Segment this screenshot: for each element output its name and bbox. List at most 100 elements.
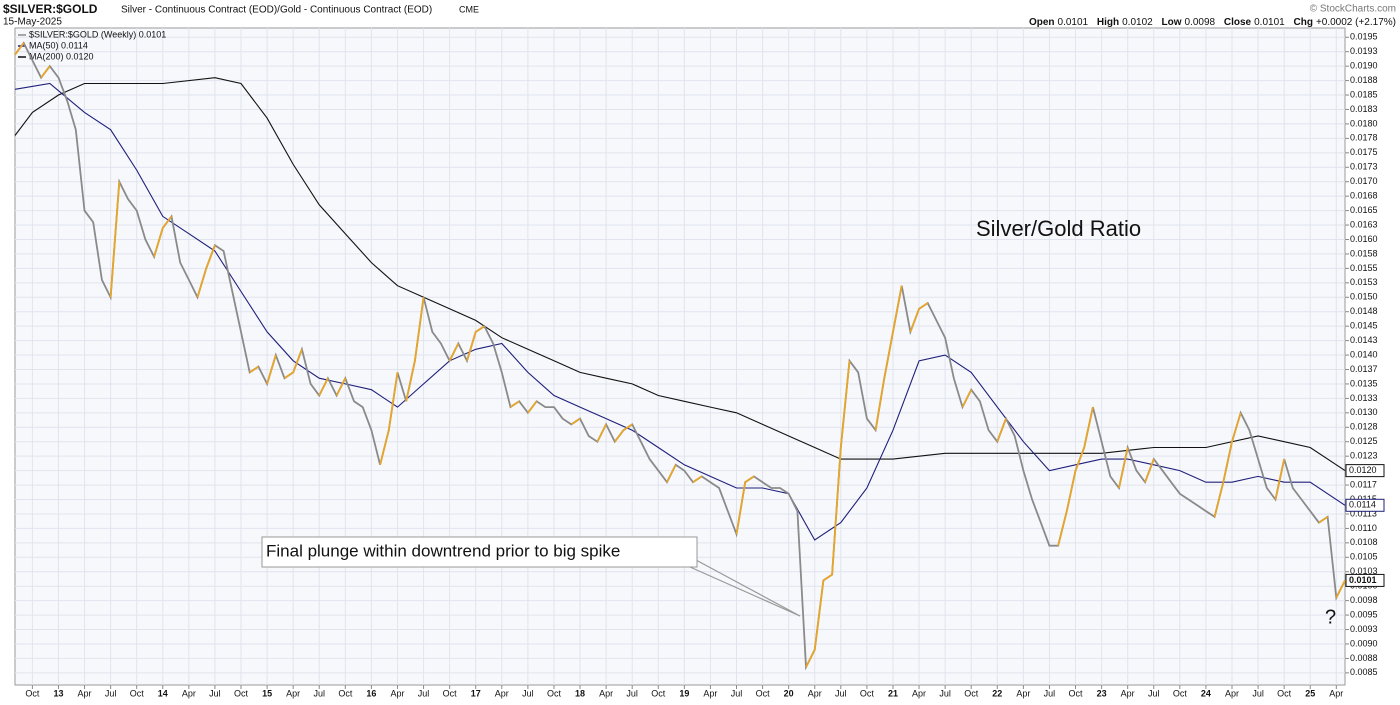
callout-pointer xyxy=(689,566,801,617)
last-value-box xyxy=(1345,573,1385,587)
up-segment xyxy=(735,482,747,535)
ticks: 0.0195 0.0193 0.0190 0.0188 0.0185 0.0183 0.01… xyxy=(18,29,1385,698)
up-segment xyxy=(509,400,520,408)
legend-label: MA(50) 0.0114 xyxy=(29,40,88,50)
y-tick-label: 0.0175 xyxy=(1350,147,1378,157)
up-segment xyxy=(1231,412,1242,442)
x-tick-label: Jul xyxy=(1148,688,1160,698)
x-tick-label: 15 xyxy=(262,688,272,698)
x-tick-label: 17 xyxy=(471,688,481,698)
up-segment xyxy=(1118,447,1129,489)
up-segment xyxy=(1222,441,1233,483)
up-segment xyxy=(283,371,294,379)
y-tick-label: 0.0140 xyxy=(1350,349,1378,359)
ohlc-value: 0.0098 xyxy=(1185,17,1216,28)
ohlc-value: 0.0102 xyxy=(1122,17,1153,28)
up-segment xyxy=(205,244,216,269)
y-tick-label: 0.0130 xyxy=(1350,407,1378,417)
y-tick-label: 0.0093 xyxy=(1350,624,1378,634)
symbol: $SILVER:$GOLD xyxy=(3,2,98,16)
up-segment xyxy=(692,475,703,483)
up-segment xyxy=(335,377,347,396)
y-tick-label: 0.0188 xyxy=(1350,75,1378,85)
y-tick-label: 0.0123 xyxy=(1350,451,1378,461)
x-tick-label: Apr xyxy=(286,688,300,698)
y-tick-label: 0.0173 xyxy=(1350,162,1378,172)
up-segment xyxy=(162,215,173,229)
y-tick-label: 0.0158 xyxy=(1350,248,1378,258)
x-tick-label: Jul xyxy=(209,688,221,698)
up-segment xyxy=(1065,470,1077,512)
x-tick-label: Apr xyxy=(1225,688,1239,698)
up-segment xyxy=(805,649,816,668)
callout-box xyxy=(261,536,698,568)
y-tick-label: 0.0150 xyxy=(1350,292,1378,302)
legend-label: $SILVER:$GOLD (Weekly) 0.0101 xyxy=(29,29,166,39)
x-tick-label: Apr xyxy=(390,688,404,698)
x-tick-label: Oct xyxy=(860,688,875,698)
y-tick-label: 0.0085 xyxy=(1350,667,1378,677)
y-tick-label: 0.0170 xyxy=(1350,176,1378,186)
x-tick-label: Jul xyxy=(731,688,743,698)
ma-line xyxy=(14,77,1346,472)
y-tick-label: 0.0098 xyxy=(1350,595,1378,605)
x-tick-label: Oct xyxy=(1277,688,1292,698)
x-tick-label: Apr xyxy=(703,688,717,698)
x-tick-label: Jul xyxy=(313,688,325,698)
up-segment xyxy=(405,360,416,402)
x-tick-label: Oct xyxy=(443,688,458,698)
up-segment xyxy=(1335,580,1346,599)
y-tick-label: 0.0095 xyxy=(1350,609,1378,619)
ohlc: Open 0.0101 High 0.0102 Low 0.0098 Close 0.0… xyxy=(1029,17,1396,28)
x-tick-label: Oct xyxy=(547,688,562,698)
up-segment xyxy=(1083,406,1094,448)
up-segment xyxy=(249,365,259,374)
last-value-label: 0.0120 xyxy=(1349,465,1377,475)
y-tick-label: 0.0183 xyxy=(1350,104,1378,114)
up-segment xyxy=(14,42,25,56)
ohlc-value: 0.0101 xyxy=(1058,17,1089,28)
ohlc-label: Close xyxy=(1224,17,1252,28)
y-tick-label: 0.0165 xyxy=(1350,205,1378,215)
y-tick-label: 0.0137 xyxy=(1350,364,1378,374)
x-tick-label: Oct xyxy=(756,688,771,698)
x-tick-label: Jul xyxy=(522,688,534,698)
up-segment xyxy=(1318,516,1329,524)
x-tick-label: 14 xyxy=(158,688,168,698)
x-tick-label: 20 xyxy=(784,688,794,698)
up-segment xyxy=(996,418,1007,443)
y-tick-label: 0.0128 xyxy=(1350,422,1378,432)
x-tick-label: Jul xyxy=(835,688,847,698)
up-segment xyxy=(744,475,755,483)
up-segment xyxy=(527,400,538,414)
ohlc-label: Low xyxy=(1162,17,1182,28)
up-segment xyxy=(570,417,581,426)
up-segment xyxy=(614,429,625,443)
last-value-label: 0.0101 xyxy=(1349,575,1377,585)
ma-line xyxy=(14,82,1346,541)
y-tick-label: 0.0117 xyxy=(1350,479,1377,489)
x-tick-label: Jul xyxy=(626,688,638,698)
up-segment xyxy=(666,464,677,483)
y-tick-label: 0.0190 xyxy=(1350,61,1378,71)
up-segment xyxy=(153,227,164,258)
x-tick-label: 13 xyxy=(53,688,63,698)
y-tick-label: 0.0133 xyxy=(1350,393,1378,403)
up-segment xyxy=(622,423,633,431)
y-tick-label: 0.0153 xyxy=(1350,277,1378,287)
up-segment xyxy=(448,343,460,362)
up-segment xyxy=(822,573,833,582)
x-tick-label: 25 xyxy=(1305,688,1315,698)
up-segment xyxy=(961,389,973,408)
x-tick-label: 23 xyxy=(1097,688,1107,698)
y-tick-label: 0.0180 xyxy=(1350,118,1378,128)
x-tick-label: Oct xyxy=(1173,688,1188,698)
question-mark: ? xyxy=(1325,606,1336,628)
up-segment xyxy=(839,360,851,448)
x-tick-label: Jul xyxy=(105,688,117,698)
x-tick-label: Jul xyxy=(418,688,430,698)
y-tick-label: 0.0090 xyxy=(1350,638,1378,648)
up-segment xyxy=(813,580,825,650)
